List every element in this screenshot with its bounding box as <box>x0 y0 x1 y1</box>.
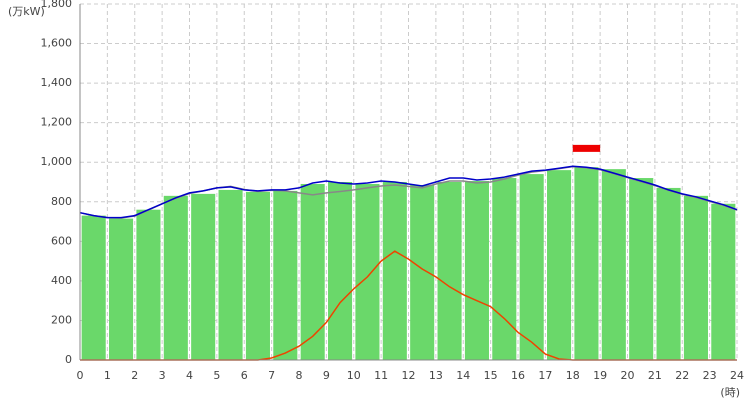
x-tick-label: 20 <box>621 369 635 382</box>
y-tick-label: 1,200 <box>41 116 73 129</box>
x-tick-label: 1 <box>104 369 111 382</box>
bar <box>601 169 626 360</box>
x-tick-label: 14 <box>456 369 470 382</box>
bar <box>519 174 544 360</box>
y-tick-label: 800 <box>51 195 72 208</box>
x-tick-label: 16 <box>511 369 525 382</box>
bar <box>547 170 572 360</box>
x-tick-label: 3 <box>159 369 166 382</box>
y-tick-label: 400 <box>51 274 72 287</box>
bar <box>464 181 489 360</box>
bar <box>245 191 270 360</box>
x-tick-label: 13 <box>429 369 443 382</box>
bar <box>437 182 462 360</box>
x-unit: (時) <box>720 386 740 399</box>
bar <box>191 193 216 360</box>
bar <box>629 178 654 360</box>
x-tick-label: 5 <box>213 369 220 382</box>
bar <box>81 215 106 360</box>
bar <box>355 183 380 360</box>
y-tick-label: 1,800 <box>41 0 73 10</box>
x-tick-label: 4 <box>186 369 193 382</box>
x-tick-label: 17 <box>538 369 552 382</box>
y-tick-label: 0 <box>65 353 72 366</box>
bar <box>492 178 517 360</box>
peak-forecast <box>572 144 601 152</box>
x-tick-label: 15 <box>484 369 498 382</box>
x-tick-label: 22 <box>675 369 689 382</box>
x-tick-label: 8 <box>296 369 303 382</box>
y-tick-label: 600 <box>51 234 72 247</box>
x-tick-label: 11 <box>374 369 388 382</box>
line <box>79 165 738 219</box>
y-unit: (万kW) <box>8 5 45 18</box>
bar <box>382 182 407 360</box>
bar <box>328 182 353 360</box>
x-tick-label: 9 <box>323 369 330 382</box>
x-tick-label: 21 <box>648 369 662 382</box>
bar <box>711 203 736 360</box>
bar <box>656 187 681 360</box>
bar <box>218 189 243 360</box>
y-tick-label: 1,000 <box>41 155 73 168</box>
bar <box>109 218 134 360</box>
x-tick-label: 18 <box>566 369 580 382</box>
bar <box>136 209 161 360</box>
x-tick-label: 12 <box>402 369 416 382</box>
y-tick-label: 200 <box>51 313 72 326</box>
x-tick-label: 19 <box>593 369 607 382</box>
x-tick-label: 10 <box>347 369 361 382</box>
x-tick-label: 6 <box>241 369 248 382</box>
x-tick-label: 2 <box>131 369 138 382</box>
bar <box>683 195 708 360</box>
x-tick-label: 24 <box>730 369 744 382</box>
bar <box>163 195 188 360</box>
bar <box>273 190 298 360</box>
x-tick-label: 23 <box>703 369 717 382</box>
bar <box>410 184 435 360</box>
bar <box>574 167 599 360</box>
y-tick-label: 1,400 <box>41 76 73 89</box>
y-tick-label: 1,600 <box>41 37 73 50</box>
x-tick-label: 7 <box>268 369 275 382</box>
x-tick-label: 0 <box>77 369 84 382</box>
bar <box>300 183 325 360</box>
